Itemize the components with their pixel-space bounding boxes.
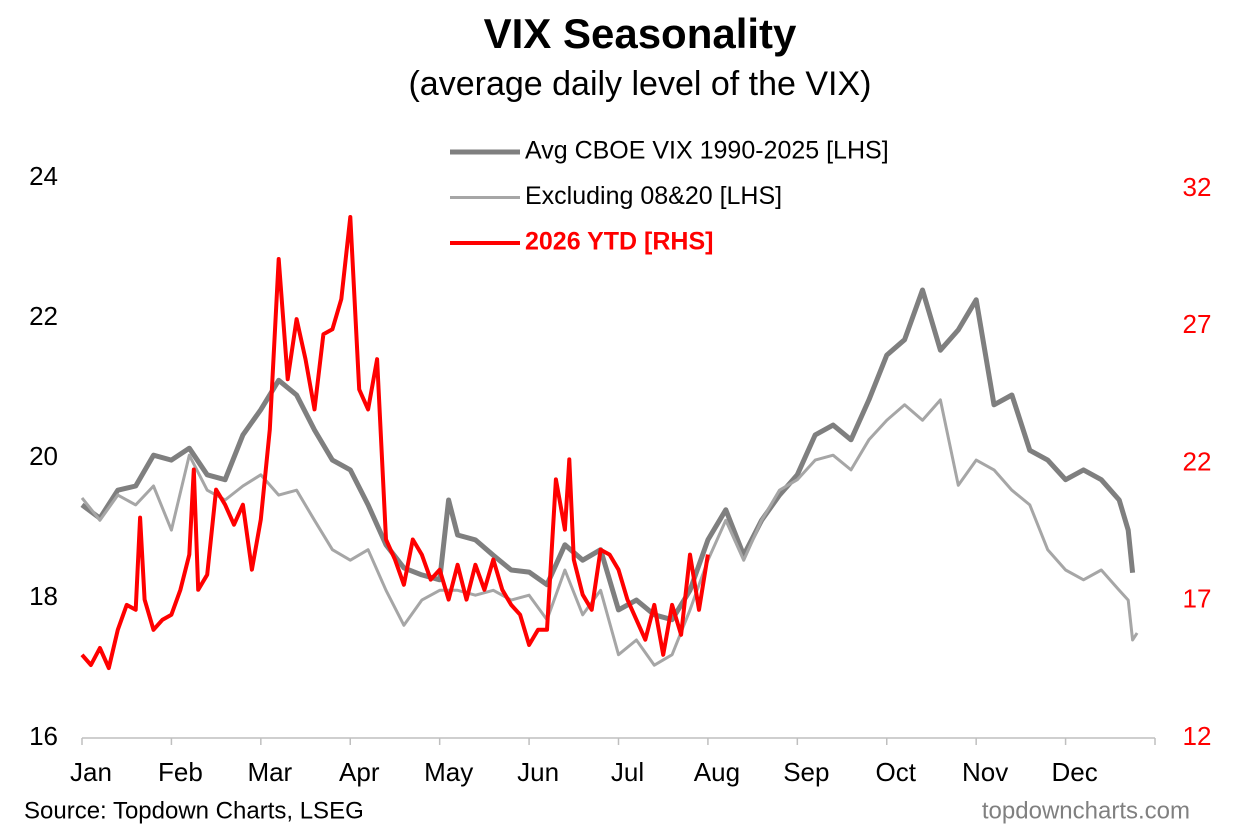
y2-tick-label: 22 <box>1183 446 1212 476</box>
y-tick-label: 20 <box>29 441 58 471</box>
legend-label: Excluding 08&20 [LHS] <box>525 182 782 210</box>
y2-tick-label: 17 <box>1183 584 1212 614</box>
x-tick-label: Apr <box>339 757 380 787</box>
series-line <box>80 287 1136 623</box>
source-note: Source: Topdown Charts, LSEG <box>24 797 364 824</box>
y2-tick-label: 27 <box>1183 309 1212 339</box>
x-tick-label: Jan <box>70 757 112 787</box>
chart-title: VIX Seasonality <box>484 10 797 57</box>
chart-subtitle: (average daily level of the VIX) <box>408 65 871 103</box>
watermark: topdowncharts.com <box>982 797 1190 824</box>
x-tick-label: May <box>424 757 473 787</box>
y2-tick-label: 12 <box>1183 721 1212 751</box>
legend-label: Avg CBOE VIX 1990-2025 [LHS] <box>525 137 889 165</box>
y-tick-label: 24 <box>29 161 58 191</box>
y-tick-label: 16 <box>29 721 58 751</box>
x-tick-label: Oct <box>876 757 917 787</box>
series-line <box>80 215 710 670</box>
y-tick-label: 18 <box>29 581 58 611</box>
x-tick-label: Jun <box>517 757 559 787</box>
legend-label: 2026 YTD [RHS] <box>525 228 714 256</box>
x-tick-label: Aug <box>694 757 740 787</box>
y2-tick-label: 32 <box>1183 172 1212 202</box>
y-tick-label: 22 <box>29 301 58 331</box>
x-tick-label: Jul <box>611 757 644 787</box>
x-tick-label: Mar <box>247 757 292 787</box>
x-tick-label: Nov <box>962 757 1008 787</box>
x-tick-label: Dec <box>1051 757 1097 787</box>
x-tick-label: Sep <box>783 757 829 787</box>
x-tick-label: Feb <box>158 757 203 787</box>
